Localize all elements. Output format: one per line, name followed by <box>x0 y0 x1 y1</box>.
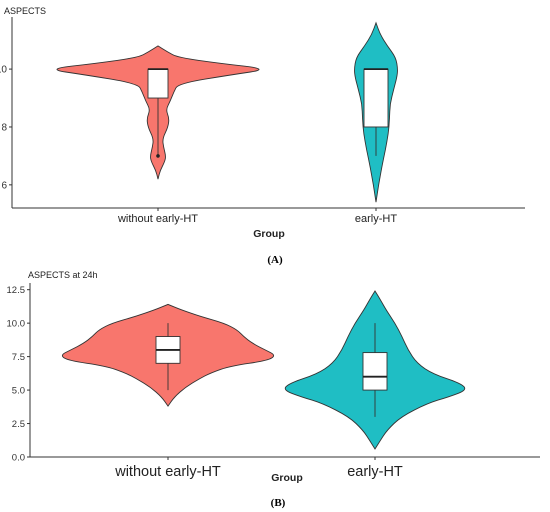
y-tick-label: 7.5 <box>12 352 25 363</box>
panel-b: ASPECTS at 24h 0.0 2.5 5.0 7.5 10.0 12.5 witho… <box>7 270 540 509</box>
box-iqr <box>363 68 389 128</box>
y-tick-label: 10 <box>0 65 7 76</box>
plot-area: 0.0 2.5 5.0 7.5 10.0 12.5 without early-HT earl… <box>7 283 540 480</box>
chart-title: ASPECTS at 24h <box>28 270 98 280</box>
panel-a: ASPECTS 6 8 10 without early-HT early-HT Gro… <box>0 6 525 266</box>
y-tick-label: 12.5 <box>7 285 26 296</box>
y-tick-label: 10.0 <box>7 319 26 330</box>
plot-area: 6 8 10 without early-HT early-HT <box>0 17 525 225</box>
outlier-point <box>156 154 160 158</box>
y-tick-label: 2.5 <box>12 419 25 430</box>
box-iqr <box>362 352 388 391</box>
y-tick-label: 0.0 <box>12 453 25 464</box>
x-tick-label: early-HT <box>355 213 397 225</box>
chart-title: ASPECTS <box>4 6 46 16</box>
x-tick-label: without early-HT <box>114 464 221 480</box>
x-axis-title: Group <box>271 472 303 484</box>
y-tick-label: 5.0 <box>12 386 25 397</box>
panel-label: (A) <box>267 254 283 266</box>
panel-label: (B) <box>271 497 286 509</box>
y-tick-label: 6 <box>1 180 7 191</box>
x-axis-title: Group <box>253 228 285 240</box>
y-tick-label: 8 <box>1 122 7 133</box>
box-iqr <box>147 68 169 99</box>
x-tick-label: without early-HT <box>117 213 198 225</box>
x-tick-label: early-HT <box>347 464 403 480</box>
